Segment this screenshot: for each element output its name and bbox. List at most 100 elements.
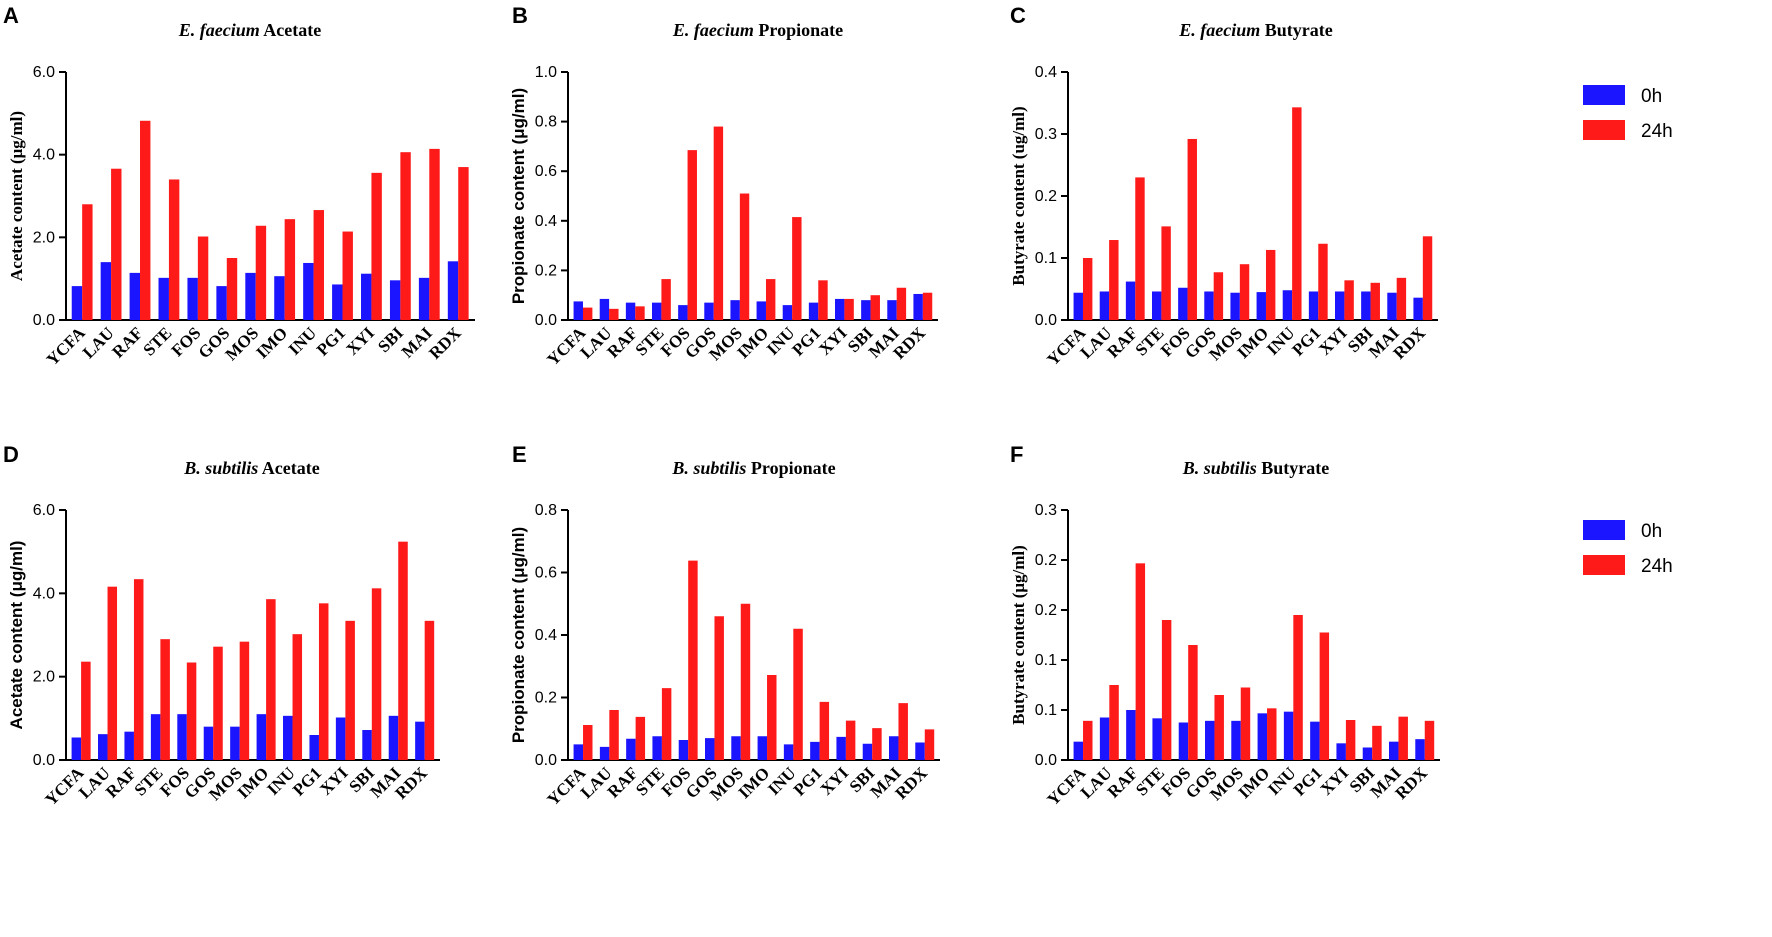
bar-24h-ste bbox=[1161, 620, 1172, 760]
bar-0h-lau bbox=[1099, 291, 1110, 320]
bar-0h-xyi bbox=[1334, 291, 1345, 320]
y-tick-label: 0.0 bbox=[535, 752, 557, 769]
bar-24h-fos bbox=[186, 662, 197, 760]
title-metric: Propionate bbox=[754, 20, 843, 40]
x-tick-label: STE bbox=[139, 323, 175, 359]
y-axis-label: Butyrate content (μg/ml) bbox=[1009, 545, 1028, 725]
bar-24h-xyi bbox=[1345, 720, 1356, 760]
y-tick-label: 0.1 bbox=[1035, 702, 1057, 719]
title-species: B. subtilis bbox=[671, 458, 746, 478]
bar-24h-raf bbox=[635, 716, 646, 760]
bar-24h-gos bbox=[226, 258, 238, 320]
bar-24h-sbi bbox=[872, 728, 882, 760]
y-tick-label: 4.0 bbox=[33, 147, 55, 164]
bar-0h-mos bbox=[245, 272, 256, 320]
bar-24h-raf bbox=[140, 120, 151, 320]
panel-letter: D bbox=[3, 442, 19, 467]
bar-0h-rdx bbox=[447, 261, 459, 320]
bar-24h-xyi bbox=[1344, 280, 1354, 320]
y-tick-label: 1.0 bbox=[535, 64, 557, 81]
y-tick-label: 0.0 bbox=[535, 312, 557, 329]
bar-24h-pg1 bbox=[819, 701, 830, 760]
bar-0h-ste bbox=[150, 714, 161, 760]
bar-24h-raf bbox=[1135, 563, 1146, 760]
bar-24h-pg1 bbox=[318, 603, 329, 760]
bar-24h-xyi bbox=[845, 720, 856, 760]
bar-0h-fos bbox=[1178, 722, 1189, 760]
bar-0h-sbi bbox=[1361, 291, 1371, 320]
y-tick-label: 6.0 bbox=[33, 502, 55, 519]
x-tick-label: RDX bbox=[391, 763, 431, 803]
bar-0h-ste bbox=[652, 736, 662, 760]
panel-e: E B. subtilis Propionate Propionate conten… bbox=[509, 442, 940, 809]
y-tick-label: 0.3 bbox=[1035, 502, 1057, 519]
bar-24h-mos bbox=[739, 193, 750, 320]
bar-0h-mai bbox=[1387, 292, 1397, 320]
chart-title: E. faecium Propionate bbox=[672, 20, 843, 40]
bar-0h-ste bbox=[651, 302, 662, 320]
bar-0h-fos bbox=[1178, 287, 1188, 320]
bar-24h-inu bbox=[292, 634, 303, 760]
bar-24h-mai bbox=[398, 541, 408, 760]
bar-0h-xyi bbox=[836, 736, 846, 760]
bar-0h-imo bbox=[274, 276, 285, 320]
bar-0h-lau bbox=[599, 746, 610, 760]
bar-24h-xyi bbox=[345, 620, 355, 760]
title-species: E. faecium bbox=[672, 20, 754, 40]
bar-24h-sbi bbox=[870, 295, 880, 320]
bar-24h-ycfa bbox=[1082, 258, 1093, 320]
legend-label-0h: 0h bbox=[1641, 521, 1662, 542]
legend-label-24h: 24h bbox=[1641, 121, 1673, 142]
bar-24h-gos bbox=[213, 646, 223, 760]
y-tick-label: 0.2 bbox=[535, 262, 557, 279]
bar-0h-sbi bbox=[861, 300, 871, 320]
legend-swatch-0h bbox=[1583, 85, 1625, 105]
bar-24h-lau bbox=[107, 586, 118, 760]
legend-top: 0h 24h bbox=[1583, 85, 1673, 142]
bar-0h-imo bbox=[757, 736, 768, 760]
y-tick-label: 0.6 bbox=[535, 163, 557, 180]
bar-24h-xyi bbox=[371, 172, 382, 320]
y-tick-label: 0.4 bbox=[1035, 64, 1057, 81]
bar-0h-rdx bbox=[1415, 739, 1425, 760]
panel-letter: F bbox=[1010, 442, 1023, 467]
bar-24h-gos bbox=[713, 126, 724, 320]
panel-letter: E bbox=[512, 442, 527, 467]
x-tick-label: IMO bbox=[252, 323, 291, 362]
y-tick-label: 0.8 bbox=[535, 114, 557, 131]
y-tick-label: 0.6 bbox=[535, 565, 557, 582]
bar-24h-mai bbox=[898, 703, 908, 760]
bar-24h-lau bbox=[609, 308, 619, 320]
bar-0h-lau bbox=[599, 298, 610, 320]
bar-24h-ycfa bbox=[582, 307, 593, 320]
panel-a: A E. faecium Acetate Acetate content (μg/m… bbox=[3, 3, 475, 369]
bar-0h-inu bbox=[783, 744, 794, 760]
bar-0h-mai bbox=[388, 715, 399, 760]
bar-24h-pg1 bbox=[342, 231, 353, 320]
bar-24h-sbi bbox=[371, 588, 382, 760]
x-tick-label: RDX bbox=[425, 323, 465, 363]
chart-title: E. faecium Acetate bbox=[178, 20, 321, 40]
bar-0h-lau bbox=[1099, 717, 1110, 760]
y-tick-label: 0.2 bbox=[535, 690, 557, 707]
bar-24h-imo bbox=[266, 599, 276, 760]
title-metric: Butyrate bbox=[1260, 20, 1332, 40]
title-species: E. faecium bbox=[178, 20, 260, 40]
bar-0h-fos bbox=[177, 714, 187, 760]
bar-0h-gos bbox=[704, 302, 714, 320]
bar-24h-inu bbox=[1293, 615, 1303, 760]
bar-24h-raf bbox=[1135, 177, 1145, 320]
x-tick-label: RDX bbox=[892, 763, 932, 803]
bar-24h-sbi bbox=[400, 152, 411, 320]
bar-24h-mos bbox=[239, 641, 250, 760]
bar-0h-mos bbox=[1230, 292, 1240, 320]
bar-0h-gos bbox=[203, 726, 214, 760]
bar-0h-ycfa bbox=[1073, 741, 1084, 760]
chart-title: E. faecium Butyrate bbox=[1178, 20, 1332, 40]
y-tick-label: 2.0 bbox=[33, 229, 55, 246]
bar-0h-xyi bbox=[361, 273, 372, 320]
y-tick-label: 0.0 bbox=[33, 752, 55, 769]
x-tick-label: FOS bbox=[168, 323, 205, 360]
bar-0h-sbi bbox=[362, 730, 372, 760]
y-tick-label: 0.0 bbox=[33, 312, 55, 329]
